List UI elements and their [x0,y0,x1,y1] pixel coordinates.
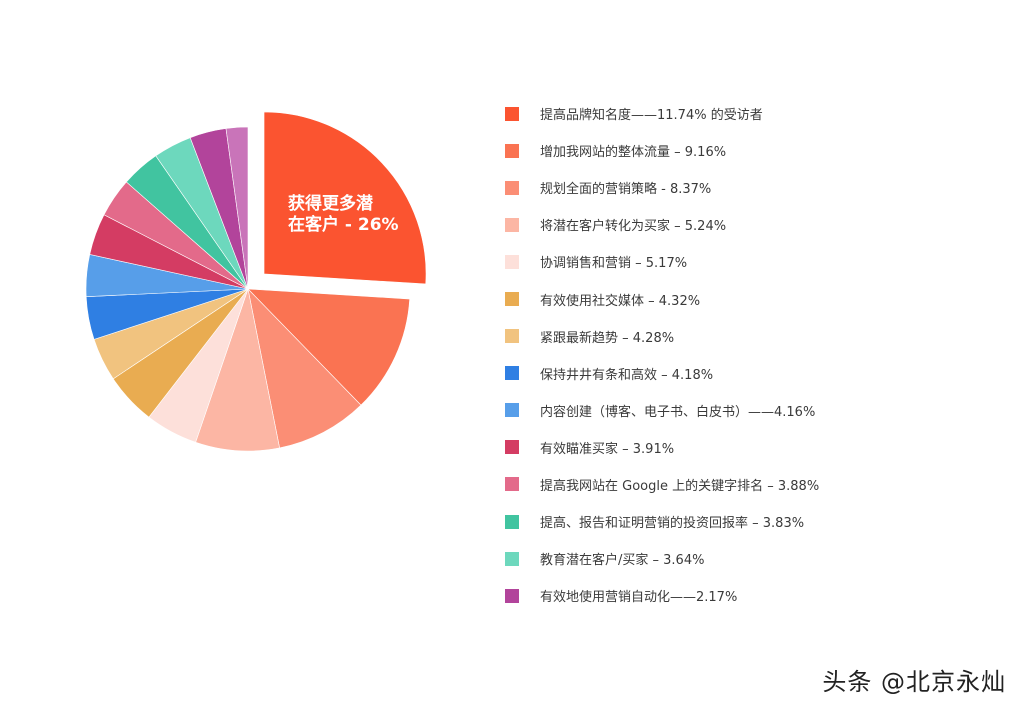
legend-swatch [505,477,519,492]
legend-item: 将潜在客户转化为买家 – 5.24% [505,206,985,243]
legend-label: 将潜在客户转化为买家 – 5.24% [540,219,727,235]
legend-item: 有效使用社交媒体 – 4.32% [505,280,985,317]
legend-swatch [505,366,519,381]
legend-label: 有效瞄准买家 – 3.91% [540,441,675,457]
pie-slice [247,288,362,449]
legend-label: 有效地使用营销自动化——2.17% [540,590,738,606]
legend-swatch [505,514,519,529]
legend-swatch [505,588,519,603]
legend-swatch [505,180,519,195]
legend-item: 保持井井有条和高效 – 4.18% [505,355,985,392]
legend-label: 内容创建（博客、电子书、白皮书）——4.16% [540,404,816,420]
pie-slice [225,126,249,290]
legend-item: 增加我网站的整体流量 – 9.16% [505,132,985,169]
legend-label: 提高我网站在 Google 上的关键字排名 – 3.88% [540,478,820,494]
pie-slice [247,288,411,406]
legend-item: 协调销售和营销 – 5.17% [505,243,985,280]
legend-label: 紧跟最新趋势 – 4.28% [540,330,675,346]
legend-item: 提高我网站在 Google 上的关键字排名 – 3.88% [505,466,985,503]
legend-label: 有效使用社交媒体 – 4.32% [540,293,701,309]
legend-item: 教育潜在客户/买家 – 3.64% [505,540,985,577]
legend-swatch [505,143,519,158]
legend-swatch [505,254,519,269]
legend-label: 协调销售和营销 – 5.17% [540,256,688,272]
legend-item: 有效瞄准买家 – 3.91% [505,429,985,466]
legend-swatch [505,217,519,232]
legend-swatch [505,292,519,307]
legend-item: 紧跟最新趋势 – 4.28% [505,318,985,355]
legend-swatch [505,403,519,418]
legend-label: 提高品牌知名度——11.74% 的受访者 [540,108,763,124]
legend-swatch [505,106,519,121]
exploded-slice-label-line1: 获得更多潜 [288,194,373,214]
legend-label: 教育潜在客户/买家 – 3.64% [540,553,705,569]
exploded-slice-label-line2: 在客户 - 26% [288,215,399,235]
legend-label: 增加我网站的整体流量 – 9.16% [540,145,727,161]
exploded-slice-label: 获得更多潜 在客户 - 26% [288,194,418,236]
legend-item: 有效地使用营销自动化——2.17% [505,577,985,614]
legend-swatch [505,551,519,566]
pie-slice [195,287,280,452]
legend-swatch [505,440,519,455]
chart-legend: 提高品牌知名度——11.74% 的受访者 增加我网站的整体流量 – 9.16% … [505,95,985,614]
legend-item: 规划全面的营销策略 - 8.37% [505,169,985,206]
legend-item: 提高品牌知名度——11.74% 的受访者 [505,95,985,132]
legend-item: 提高、报告和证明营销的投资回报率 – 3.83% [505,503,985,540]
legend-item: 内容创建（博客、电子书、白皮书）——4.16% [505,392,985,429]
legend-label: 规划全面的营销策略 - 8.37% [540,182,712,198]
pie-slice [263,111,427,285]
watermark: 头条 @北京永灿 [822,668,1006,696]
legend-label: 保持井井有条和高效 – 4.18% [540,367,714,383]
legend-label: 提高、报告和证明营销的投资回报率 – 3.83% [540,516,805,532]
legend-swatch [505,329,519,344]
